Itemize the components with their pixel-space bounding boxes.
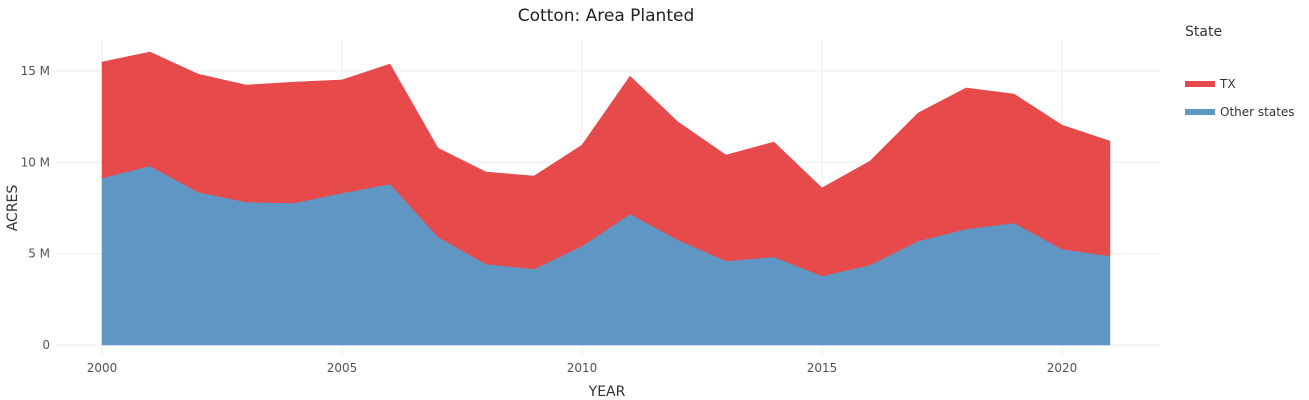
y-tick-label: 5 M — [28, 247, 50, 261]
y-tick-label: 15 M — [21, 64, 50, 78]
x-tick-label: 2015 — [807, 361, 838, 375]
legend-label-other-states: Other states — [1220, 105, 1295, 119]
x-tick-label: 2020 — [1047, 361, 1078, 375]
x-tick-label: 2000 — [87, 361, 118, 375]
area-tx[interactable] — [101, 51, 1111, 277]
legend-swatch-tx — [1185, 81, 1215, 87]
legend-swatch-other-states — [1185, 109, 1215, 115]
x-tick-label: 2005 — [327, 361, 358, 375]
legend-label-tx: TX — [1220, 77, 1236, 91]
legend: State TX Other states — [1185, 24, 1295, 126]
legend-item-tx[interactable]: TX — [1185, 70, 1295, 98]
y-tick-label: 0 — [42, 338, 50, 352]
stacked-area-chart: 0 5 M 10 M 15 M 2000 2005 2010 2015 2020 YEAR ACRE… — [5, 40, 1160, 400]
x-tick-label: 2010 — [567, 361, 598, 375]
x-axis-label: YEAR — [588, 384, 626, 400]
y-tick-label: 10 M — [21, 155, 50, 169]
chart-title: Cotton: Area Planted — [517, 6, 695, 26]
legend-title: State — [1185, 24, 1223, 40]
y-axis-label: ACRES — [5, 185, 21, 232]
legend-item-other-states[interactable]: Other states — [1185, 98, 1295, 126]
